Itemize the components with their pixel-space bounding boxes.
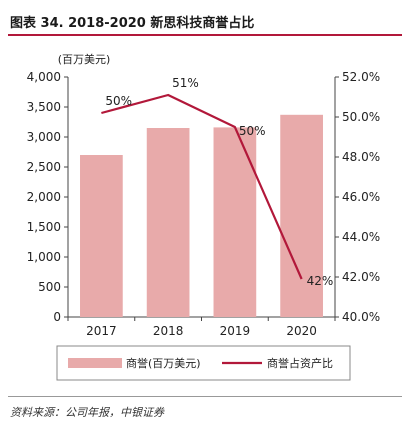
x-tick-label: 2017 [86, 324, 117, 338]
bar [213, 127, 257, 318]
title-rule [8, 34, 402, 36]
chart-legend: 商誉(百万美元) 商誉占资产比 [56, 345, 351, 381]
left-tick-label: 0 [53, 310, 61, 324]
left-tick-label: 1,000 [27, 250, 61, 264]
right-tick-label: 44.0% [342, 230, 380, 244]
right-tick-label: 40.0% [342, 310, 380, 324]
right-tick-label: 50.0% [342, 110, 380, 124]
source-rule [8, 396, 402, 397]
chart: (百万美元) 0 500 1,000 1,500 2,000 2,500 3,000 3,500… [27, 53, 380, 381]
data-label: 42% [307, 274, 334, 288]
chart-axes: (百万美元) 0 500 1,000 1,500 2,000 2,500 3,000 3,500… [27, 53, 380, 338]
right-tick-label: 42.0% [342, 270, 380, 284]
right-tick-label: 52.0% [342, 70, 380, 84]
line-path [101, 93, 303, 280]
figure-title: 图表 34. 2018-2020 新思科技商誉占比 [10, 16, 255, 31]
source-note: 资料来源：公司年报，中银证券 [10, 406, 164, 419]
legend-label-bar: 商誉(百万美元) [126, 356, 201, 370]
bar-series [80, 114, 323, 318]
left-tick-label: 2,500 [27, 160, 61, 174]
line-series: 50% 51% 50% 42% [101, 76, 333, 288]
left-tick-label: 3,500 [27, 100, 61, 114]
legend-swatch-bar [68, 358, 122, 368]
left-axis-unit: (百万美元) [58, 53, 111, 66]
x-tick-label: 2019 [220, 324, 251, 338]
bar [280, 114, 323, 317]
data-label: 50% [105, 94, 132, 108]
legend-label-line: 商誉占资产比 [267, 356, 333, 370]
legend-box [56, 345, 351, 381]
data-label: 51% [172, 76, 199, 90]
right-tick-label: 48.0% [342, 150, 380, 164]
right-tick-label: 46.0% [342, 190, 380, 204]
bar [80, 155, 123, 317]
x-tick-label: 2018 [153, 324, 184, 338]
left-tick-label: 4,000 [27, 70, 61, 84]
x-tick-label: 2020 [286, 324, 317, 338]
left-tick-label: 3,000 [27, 130, 61, 144]
data-label: 50% [239, 124, 266, 138]
bar [146, 128, 190, 317]
left-tick-label: 1,500 [27, 220, 61, 234]
left-tick-label: 500 [38, 280, 61, 294]
left-tick-label: 2,000 [27, 190, 61, 204]
